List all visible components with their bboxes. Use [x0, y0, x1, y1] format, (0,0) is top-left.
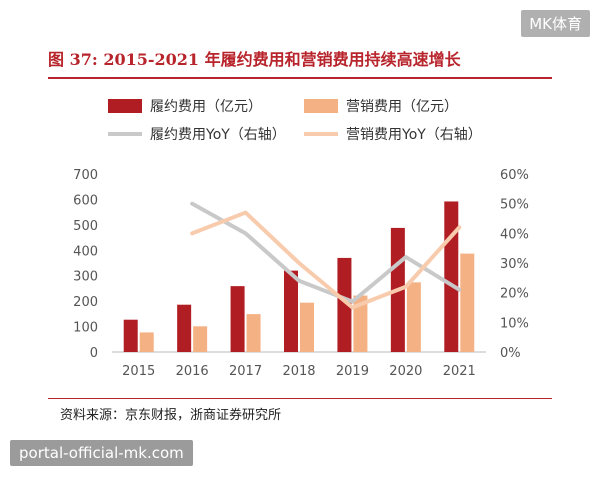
x-tick-2015: 2015: [122, 364, 155, 379]
legend-swatch-1: [304, 99, 338, 113]
x-tick-2021: 2021: [443, 364, 476, 379]
source-note: 资料来源：京东财报，浙商证券研究所: [60, 408, 282, 423]
y-right-tick-6: 60%: [500, 168, 529, 183]
figure-title: 图 37: 2015-2021 年履约费用和营销费用持续高速增长: [48, 50, 461, 69]
bar-0-2016: [177, 304, 192, 352]
chart-area: 履约费用（亿元） 营销费用（亿元） 履约费用YoY（右轴） 营销费用YoY（右轴） 0 1…: [48, 86, 552, 386]
combo-chart: 履约费用（亿元） 营销费用（亿元） 履约费用YoY（右轴） 营销费用YoY（右轴） 0 1…: [73, 99, 529, 379]
y-left-tick-4: 400: [73, 244, 98, 259]
bar-1-2021: [460, 253, 475, 352]
line-series-1: [190, 210, 462, 310]
legend-label-3: 营销费用YoY（右轴）: [346, 127, 482, 143]
bar-0-2019: [337, 257, 352, 352]
x-tick-2019: 2019: [336, 364, 369, 379]
legend-label-1: 营销费用（亿元）: [346, 99, 458, 115]
y-left-tick-3: 300: [73, 270, 98, 285]
watermark-bottom: portal-official-mk.com: [10, 440, 193, 466]
bar-1-2017: [246, 314, 261, 352]
legend-swatch-0: [108, 99, 142, 113]
y-left-tick-6: 600: [73, 193, 98, 208]
bar-1-2015: [139, 332, 154, 352]
bar-0-2015: [123, 319, 138, 352]
y-left-tick-5: 500: [73, 219, 98, 234]
bar-1-2018: [300, 302, 314, 352]
y-left-tick-1: 100: [73, 321, 98, 336]
y-right-tick-0: 0%: [500, 346, 521, 361]
x-tick-2020: 2020: [389, 364, 422, 379]
bar-1-2019: [353, 295, 368, 352]
x-tick-2017: 2017: [229, 364, 262, 379]
y-right-tick-5: 50%: [500, 198, 529, 213]
line-series-0: [190, 201, 462, 304]
x-tick-2018: 2018: [282, 364, 315, 379]
bar-0-2018: [284, 270, 298, 352]
bar-0-2021: [444, 201, 459, 352]
y-left-tick-7: 700: [73, 168, 98, 183]
source-divider: [48, 398, 552, 399]
bar-1-2020: [406, 282, 421, 352]
watermark-top: MK体育: [521, 10, 590, 37]
y-right-tick-4: 40%: [500, 227, 529, 242]
y-right-tick-1: 10%: [500, 316, 529, 331]
figure-title-bar: 图 37: 2015-2021 年履约费用和营销费用持续高速增长: [48, 46, 552, 79]
legend-label-0: 履约费用（亿元）: [150, 99, 262, 115]
legend-label-2: 履约费用YoY（右轴）: [150, 127, 286, 143]
y-right-tick-3: 30%: [500, 257, 529, 272]
bar-1-2016: [193, 326, 208, 352]
y-left-tick-2: 200: [73, 295, 98, 310]
y-right-tick-2: 20%: [500, 287, 529, 302]
y-left-tick-0: 0: [90, 346, 98, 361]
bar-0-2017: [230, 286, 245, 352]
x-tick-2016: 2016: [176, 364, 209, 379]
